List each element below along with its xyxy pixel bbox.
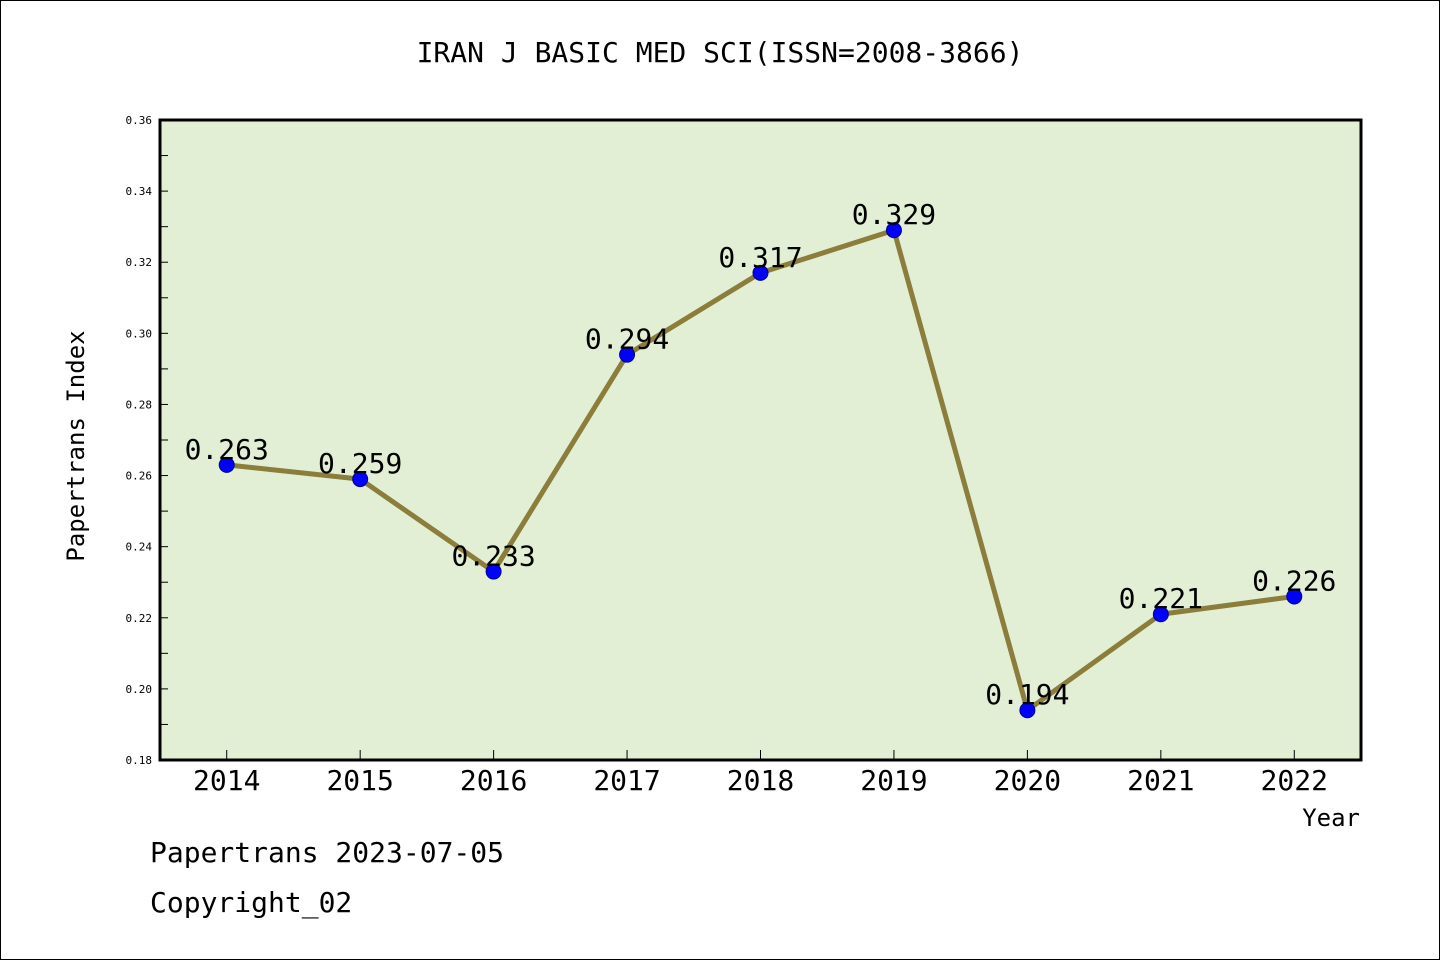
y-tick-label: 0.28 xyxy=(126,398,153,411)
data-point-marker xyxy=(885,222,902,239)
copyright-text: Copyright_02 xyxy=(150,886,353,919)
y-tick-label: 0.26 xyxy=(126,470,153,483)
x-tick-label: 2019 xyxy=(860,764,927,797)
x-tick-label: 2018 xyxy=(727,764,794,797)
y-tick-label: 0.30 xyxy=(126,327,153,340)
x-tick-label: 2021 xyxy=(1127,764,1194,797)
data-value-label: 0.294 xyxy=(585,323,669,356)
x-tick-label: 2022 xyxy=(1261,764,1328,797)
x-tick-label: 2014 xyxy=(193,764,260,797)
data-point-marker xyxy=(352,471,369,488)
x-tick-label: 2020 xyxy=(994,764,1061,797)
x-tick-label: 2016 xyxy=(460,764,527,797)
data-labels: 0.263 0.259 0.233 0.294 0.317 0.329 0.194 0.221… xyxy=(185,198,1337,711)
x-tick-label: 2015 xyxy=(326,764,393,797)
y-tick-label: 0.18 xyxy=(126,754,153,767)
y-tick-label: 0.24 xyxy=(126,541,153,554)
data-point-marker xyxy=(752,264,769,281)
x-tick-label: 2017 xyxy=(593,764,660,797)
chart-title: IRAN J BASIC MED SCI(ISSN=2008-3866) xyxy=(416,36,1024,69)
data-point-marker xyxy=(218,456,235,473)
data-point-marker xyxy=(1152,606,1169,623)
data-point-marker xyxy=(619,346,636,363)
y-axis-label: Papertrans Index xyxy=(62,330,90,561)
y-tick-label: 0.32 xyxy=(126,256,153,269)
data-point-marker xyxy=(1286,588,1303,605)
y-tick-label: 0.34 xyxy=(126,185,153,198)
y-tick-label: 0.36 xyxy=(126,114,153,127)
y-tick-label: 0.22 xyxy=(126,612,153,625)
data-markers xyxy=(218,222,1303,719)
data-point-marker xyxy=(485,563,502,580)
x-axis-label: Year xyxy=(1302,804,1360,832)
data-value-label: 0.233 xyxy=(451,540,535,573)
y-axis: 0.18 0.20 0.22 0.24 0.26 0.28 0.30 0.32 0.34 0.36 xyxy=(126,114,168,767)
data-value-label: 0.221 xyxy=(1119,582,1203,615)
source-date-text: Papertrans 2023-07-05 xyxy=(150,836,505,869)
y-tick-label: 0.20 xyxy=(126,683,153,696)
data-value-label: 0.263 xyxy=(185,433,269,466)
data-value-label: 0.329 xyxy=(852,198,936,231)
data-point-marker xyxy=(1019,702,1036,719)
plot-area xyxy=(158,118,1363,762)
data-value-label: 0.317 xyxy=(718,241,802,274)
data-value-label: 0.226 xyxy=(1252,564,1336,597)
data-value-label: 0.259 xyxy=(318,447,402,480)
data-value-label: 0.194 xyxy=(985,678,1069,711)
x-axis: 2014 2015 2016 2017 2018 2019 2020 2021 2022 xyxy=(193,750,1328,797)
